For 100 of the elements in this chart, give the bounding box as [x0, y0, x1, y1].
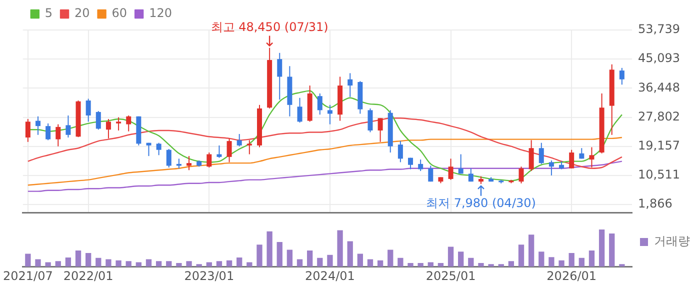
candlestick — [327, 104, 332, 125]
line-series — [27, 136, 623, 186]
y-tick-label: 10,511 — [638, 168, 680, 182]
candlestick — [277, 52, 282, 100]
bar — [126, 261, 132, 267]
x-tick-label: 2025/01 — [426, 268, 476, 283]
candlestick — [297, 97, 302, 124]
annotation: 최고 48,450 (07/31) — [210, 20, 328, 34]
bar — [86, 253, 92, 267]
candlestick — [418, 159, 424, 172]
y-tick-label: 36,448 — [638, 80, 680, 94]
candlestick — [96, 110, 101, 130]
candlestick — [86, 98, 91, 122]
legend-label: 60 — [112, 6, 128, 20]
annotation: 최저 7,980 (04/30) — [426, 196, 536, 210]
candlestick — [46, 122, 51, 141]
bar — [55, 261, 61, 267]
bar — [196, 264, 202, 267]
bar — [106, 259, 112, 267]
bar — [398, 258, 404, 267]
bar — [65, 257, 72, 267]
candlestick — [317, 92, 322, 116]
bar — [296, 259, 303, 267]
candlestick — [106, 118, 111, 139]
bar — [256, 244, 262, 267]
candlestick — [398, 140, 403, 163]
y-tick-label: 1,866 — [638, 196, 672, 211]
candlestick — [619, 67, 624, 86]
bar — [428, 262, 434, 267]
candlestick — [428, 165, 434, 182]
bar — [286, 250, 293, 267]
bar — [377, 260, 384, 267]
candlestick — [589, 146, 594, 168]
bar — [508, 261, 514, 267]
bar — [528, 234, 534, 267]
candlestick — [348, 72, 353, 98]
candlestick — [518, 166, 524, 184]
y-tick-label: 19,157 — [638, 138, 680, 152]
bar — [538, 252, 544, 267]
bar — [25, 254, 31, 267]
bar — [116, 260, 122, 267]
bar — [488, 264, 494, 267]
bar — [367, 259, 374, 267]
bar — [578, 258, 584, 267]
candlestick — [458, 154, 464, 174]
bar — [276, 242, 282, 267]
bar — [327, 254, 333, 267]
bar — [568, 253, 574, 267]
candlestick — [548, 160, 554, 176]
bar — [75, 250, 82, 267]
y-tick-label: 27,802 — [638, 109, 680, 124]
bar — [216, 261, 222, 267]
candlestick — [116, 116, 122, 131]
y-tick-label: 45,093 — [638, 51, 680, 66]
bar — [45, 262, 51, 267]
x-tick-label: 2024/01 — [305, 268, 355, 283]
bar — [337, 230, 343, 267]
bar — [96, 258, 102, 267]
bar — [186, 261, 192, 267]
bar — [206, 262, 212, 267]
bar — [458, 252, 464, 267]
candlestick — [378, 118, 383, 142]
candlestick — [166, 148, 172, 168]
bar — [408, 262, 414, 267]
bar — [246, 262, 252, 267]
bar — [136, 262, 142, 267]
legend-label: 거래량 — [654, 234, 690, 248]
candlestick — [236, 134, 242, 147]
bar — [619, 264, 625, 267]
y-tick-label: 53,739 — [638, 22, 680, 36]
candlestick — [569, 149, 574, 169]
candlestick — [56, 124, 61, 147]
bar — [226, 260, 232, 267]
bar — [166, 261, 172, 267]
legend-label: 20 — [74, 6, 90, 20]
bar — [498, 264, 504, 267]
bar — [35, 259, 41, 267]
legend-label: 5 — [44, 6, 53, 20]
bar — [468, 258, 474, 267]
bar — [548, 257, 554, 267]
x-tick-label: 2026/01 — [546, 268, 597, 283]
candlestick — [246, 140, 252, 155]
candlestick — [146, 142, 152, 157]
bar — [588, 250, 595, 267]
candlestick — [126, 114, 132, 132]
x-tick-label: 2023/01 — [184, 268, 234, 283]
candlestick — [368, 108, 373, 133]
candlestick — [156, 142, 162, 156]
x-tick-label: 2022/01 — [63, 268, 114, 283]
bar — [156, 261, 162, 267]
bar — [518, 244, 524, 267]
candlestick — [66, 114, 71, 138]
bar — [357, 254, 363, 267]
candlestick — [528, 140, 534, 172]
candlestick — [206, 152, 212, 168]
bar — [146, 259, 152, 267]
bar — [266, 231, 272, 267]
legend-label: 120 — [149, 6, 172, 20]
candlestick — [186, 156, 192, 171]
candlestick — [226, 138, 232, 163]
